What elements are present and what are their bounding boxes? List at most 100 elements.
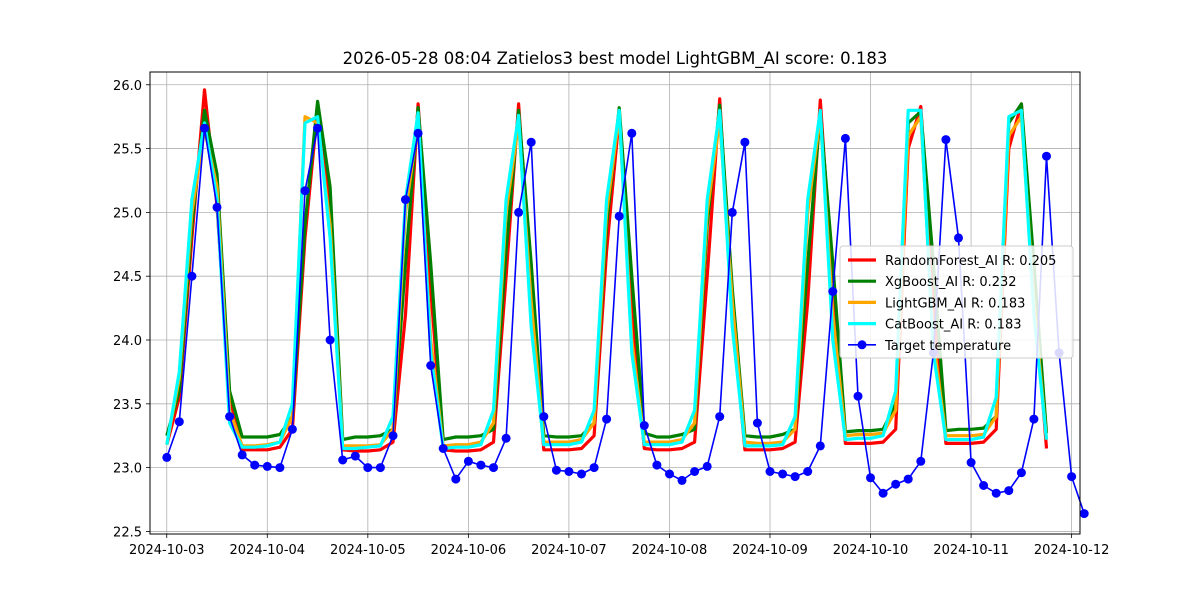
target-point [363, 463, 373, 473]
target-point [903, 474, 913, 484]
target-point [727, 207, 737, 217]
target-point [187, 271, 197, 281]
x-tick-label: 2024-10-05 [330, 543, 406, 558]
target-point [740, 137, 750, 147]
target-point [200, 123, 209, 133]
target-point [627, 128, 637, 138]
target-point [602, 414, 612, 424]
y-axis: 22.5 23.0 23.5 24.0 24.5 25.0 25.5 26.0 [113, 79, 150, 540]
target-point [388, 431, 398, 441]
target-point [690, 467, 700, 476]
target-point [778, 469, 788, 479]
target-point [752, 418, 762, 428]
x-tick-label: 2024-10-09 [732, 543, 808, 558]
target-point [413, 128, 423, 138]
y-tick-label: 24.5 [113, 270, 142, 285]
target-point [262, 461, 272, 471]
x-tick-label: 2024-10-04 [230, 543, 306, 558]
target-point [954, 233, 963, 243]
y-tick-label: 22.5 [113, 525, 142, 540]
target-point [891, 479, 901, 489]
target-point [840, 133, 850, 143]
target-point [426, 361, 436, 370]
target-point [639, 421, 649, 430]
target-point [438, 444, 448, 453]
target-point [589, 463, 599, 473]
x-tick-label: 2024-10-06 [431, 543, 507, 558]
target-point [665, 469, 674, 479]
target-point [287, 424, 297, 434]
target-point [1067, 472, 1077, 482]
legend-label: Target temperature [884, 339, 1011, 354]
target-point [878, 488, 888, 498]
target-point [677, 475, 687, 485]
legend-marker [857, 340, 867, 350]
x-tick-label: 2024-10-10 [833, 543, 909, 558]
y-tick-label: 23.0 [113, 462, 142, 477]
target-point [463, 456, 473, 466]
target-point [451, 474, 461, 484]
target-point [174, 417, 184, 427]
target-point [765, 467, 775, 476]
series-line-4 [166, 127, 1085, 514]
chart-title: 2026-05-28 08:04 Zatielos3 best model Li… [343, 49, 888, 69]
legend-label: XgBoost_AI R: 0.232 [885, 275, 1017, 290]
x-tick-label: 2024-10-03 [129, 543, 205, 558]
y-tick-label: 25.0 [113, 206, 142, 221]
y-tick-label: 24.0 [113, 334, 142, 349]
x-tick-label: 2024-10-08 [632, 543, 708, 558]
target-point [489, 463, 498, 473]
target-point [526, 137, 536, 147]
target-point [551, 465, 561, 475]
target-point [564, 467, 574, 476]
target-point [966, 458, 976, 467]
target-point [325, 335, 335, 345]
target-point [916, 456, 926, 466]
legend-box [839, 245, 1074, 359]
target-point [300, 186, 310, 196]
target-point [803, 467, 813, 476]
legend-label: RandomForest_AI R: 0.205 [885, 254, 1056, 269]
x-tick-label: 2024-10-07 [531, 543, 607, 558]
x-axis: 2024-10-03 2024-10-04 2024-10-05 2024-10-06… [129, 534, 1109, 558]
target-point [401, 195, 410, 205]
legend-label: CatBoost_AI R: 0.183 [885, 318, 1022, 333]
target-point [1042, 151, 1051, 161]
target-point [539, 412, 549, 422]
x-tick-label: 2024-10-11 [933, 543, 1009, 558]
target-point [1079, 509, 1089, 519]
target-point [853, 391, 863, 401]
target-point [275, 463, 285, 473]
target-point [815, 441, 825, 451]
target-point [979, 481, 989, 490]
target-point [313, 123, 323, 133]
target-point [991, 488, 1001, 498]
target-point [350, 451, 360, 461]
target-point [790, 472, 800, 482]
target-point [652, 460, 662, 470]
target-point [162, 452, 172, 462]
target-point [250, 460, 260, 470]
plot-frame [149, 71, 1081, 535]
target-point [237, 450, 247, 460]
target-point [614, 211, 624, 221]
x-tick-label: 2024-10-12 [1034, 543, 1110, 558]
target-point [828, 287, 838, 296]
y-tick-label: 26.0 [113, 79, 142, 94]
target-point [702, 461, 712, 471]
target-point [338, 455, 348, 465]
target-point [577, 469, 586, 479]
target-point [375, 463, 385, 473]
y-tick-label: 25.5 [113, 143, 142, 158]
target-point [225, 412, 235, 422]
legend-label: LightGBM_AI R: 0.183 [885, 296, 1025, 311]
target-point [1016, 468, 1026, 478]
target-point [476, 460, 486, 470]
target-point [1029, 414, 1039, 424]
target-point [866, 473, 875, 483]
target-point [715, 412, 725, 422]
target-point [514, 207, 524, 217]
target-point [1004, 486, 1014, 496]
target-point [501, 433, 511, 443]
